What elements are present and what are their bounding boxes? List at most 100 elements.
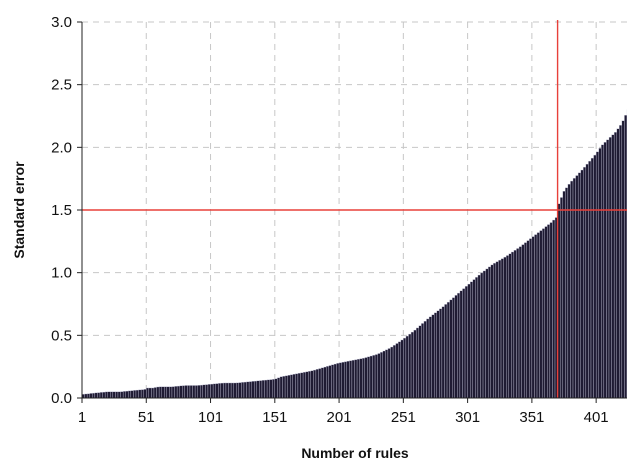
bar bbox=[202, 384, 206, 399]
bar bbox=[292, 374, 296, 399]
bar bbox=[176, 385, 180, 399]
bar bbox=[516, 248, 520, 399]
bar bbox=[153, 387, 157, 399]
bar bbox=[248, 381, 252, 399]
bars bbox=[81, 109, 627, 399]
x-tick-label: 51 bbox=[138, 409, 155, 426]
bar bbox=[315, 369, 319, 399]
bar bbox=[428, 316, 432, 399]
bar bbox=[333, 363, 337, 399]
bar bbox=[374, 354, 378, 399]
bar bbox=[341, 361, 345, 399]
bar bbox=[392, 345, 396, 399]
bar bbox=[241, 382, 245, 399]
bar bbox=[552, 219, 556, 399]
bar bbox=[171, 386, 175, 399]
y-tick-label: 1.5 bbox=[51, 202, 72, 219]
bar bbox=[338, 362, 342, 399]
bar bbox=[418, 325, 422, 399]
bar bbox=[549, 222, 553, 399]
bar bbox=[272, 379, 275, 399]
bar bbox=[261, 380, 265, 399]
bar bbox=[133, 390, 137, 399]
bar bbox=[161, 386, 165, 399]
y-tick-label: 2.5 bbox=[51, 77, 72, 94]
bar bbox=[423, 320, 427, 399]
bar bbox=[277, 377, 281, 399]
bar bbox=[200, 384, 204, 399]
bar bbox=[398, 341, 401, 399]
x-tick-label: 1 bbox=[78, 409, 86, 426]
bar bbox=[369, 355, 373, 399]
bar bbox=[259, 380, 263, 399]
bar bbox=[544, 226, 548, 399]
bar bbox=[441, 306, 445, 399]
bar bbox=[302, 372, 306, 399]
y-tick-label: 0.5 bbox=[51, 327, 72, 344]
bar bbox=[174, 386, 178, 399]
axes bbox=[77, 21, 627, 403]
bar bbox=[547, 224, 551, 399]
bar bbox=[215, 383, 219, 399]
bar bbox=[125, 390, 129, 399]
bar bbox=[446, 301, 450, 399]
bar bbox=[585, 163, 589, 399]
bar bbox=[598, 148, 602, 399]
bar bbox=[613, 132, 617, 399]
bar bbox=[531, 236, 535, 399]
bar bbox=[166, 386, 170, 399]
bar bbox=[218, 383, 221, 399]
bar bbox=[86, 393, 90, 399]
bar bbox=[513, 250, 517, 399]
bar bbox=[503, 256, 507, 399]
bar bbox=[120, 391, 124, 399]
bar bbox=[595, 151, 599, 399]
bar bbox=[320, 367, 324, 399]
bar bbox=[359, 358, 363, 399]
bar bbox=[405, 335, 409, 399]
bar bbox=[500, 258, 504, 399]
bar bbox=[577, 172, 581, 399]
bar bbox=[590, 157, 594, 399]
bar bbox=[426, 318, 430, 399]
bar bbox=[189, 385, 193, 399]
bar bbox=[117, 391, 121, 399]
bar bbox=[565, 187, 569, 399]
bar bbox=[603, 142, 607, 399]
bar bbox=[94, 392, 98, 399]
bar bbox=[187, 385, 191, 399]
bar bbox=[518, 246, 522, 399]
bar bbox=[572, 178, 576, 399]
bar bbox=[344, 361, 347, 399]
bar bbox=[112, 391, 116, 399]
bar bbox=[84, 393, 88, 399]
bar bbox=[169, 386, 173, 399]
bar bbox=[351, 359, 355, 399]
bar bbox=[128, 390, 132, 399]
bar bbox=[305, 371, 309, 399]
bar bbox=[331, 364, 335, 399]
bar bbox=[297, 373, 301, 399]
bar bbox=[107, 391, 111, 399]
bar bbox=[403, 337, 407, 399]
bar bbox=[184, 385, 188, 399]
bar bbox=[480, 272, 484, 399]
y-tick-label: 0.0 bbox=[51, 390, 72, 407]
bar bbox=[562, 191, 566, 399]
bar bbox=[287, 375, 291, 399]
x-axis-title: Number of rules bbox=[301, 445, 409, 461]
bar bbox=[488, 266, 491, 399]
bar bbox=[380, 352, 383, 399]
bar bbox=[97, 392, 101, 399]
bar bbox=[122, 391, 126, 399]
bar bbox=[313, 369, 317, 399]
x-tick-label: 301 bbox=[455, 409, 480, 426]
bar bbox=[356, 358, 360, 399]
bar bbox=[99, 392, 103, 399]
bar bbox=[318, 368, 322, 399]
bar bbox=[477, 274, 481, 399]
bar bbox=[575, 175, 579, 399]
bar bbox=[138, 389, 142, 399]
reference-lines bbox=[82, 20, 627, 398]
bar bbox=[205, 384, 209, 399]
